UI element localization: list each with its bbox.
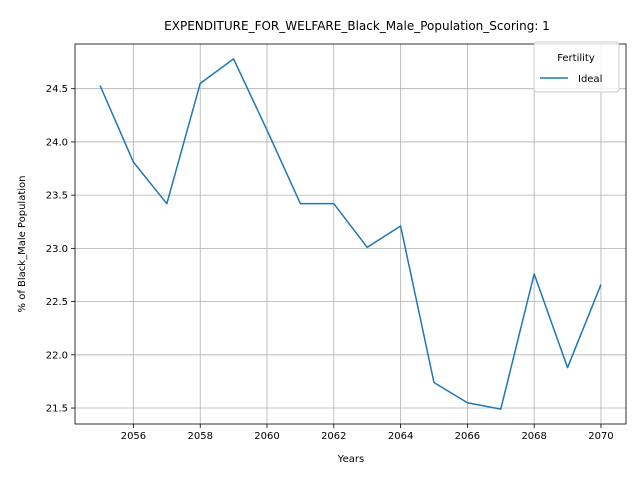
y-axis-title: % of Black_Male Population	[17, 176, 28, 313]
chart-title: EXPENDITURE_FOR_WELFARE_Black_Male_Popul…	[164, 19, 550, 33]
series-line-ideal	[99, 58, 602, 410]
legend: Fertility Ideal	[533, 41, 620, 93]
x-tick-label: 2062	[321, 431, 346, 442]
y-tick-label: 23.0	[46, 244, 68, 255]
grid	[75, 44, 626, 424]
x-tick-label: 2058	[188, 431, 213, 442]
y-tick-label: 23.5	[46, 191, 68, 202]
plot-frame	[74, 43, 627, 425]
x-tick-label: 2056	[121, 431, 146, 442]
x-axis-title: Years	[337, 454, 364, 465]
legend-box	[533, 41, 620, 93]
x-tick-label: 2064	[388, 431, 413, 442]
y-tick-label: 22.5	[46, 297, 68, 308]
y-tick-label: 24.5	[46, 84, 68, 95]
y-tick-label: 24.0	[46, 137, 68, 148]
y-tick-label: 22.0	[46, 350, 68, 361]
plot-area	[99, 58, 602, 410]
x-tick-label: 2060	[254, 431, 279, 442]
legend-label-ideal: Ideal	[578, 74, 602, 85]
legend-title: Fertility	[557, 53, 595, 64]
x-tick-label: 2070	[588, 431, 613, 442]
y-axis: 21.5 22.0 22.5 23.0 23.5 24.0 24.5	[46, 84, 75, 415]
x-axis: 2056 2058 2060 2062 2064 2066 2068 2070	[121, 424, 614, 442]
x-tick-label: 2066	[455, 431, 480, 442]
y-tick-label: 21.5	[46, 404, 68, 415]
x-tick-label: 2068	[521, 431, 546, 442]
